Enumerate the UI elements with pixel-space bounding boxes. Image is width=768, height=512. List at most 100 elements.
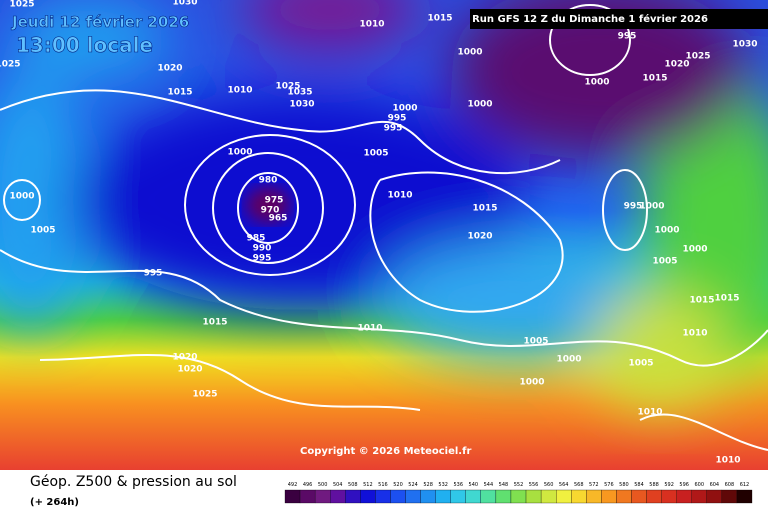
isobar-label: 1020 — [157, 64, 182, 74]
colorbar-label: 516 — [378, 482, 388, 488]
isobar-label: 1000 — [556, 355, 581, 365]
colorbar-swatch — [510, 489, 527, 504]
colorbar-swatch — [284, 489, 301, 504]
isobar-label: 1000 — [457, 48, 482, 58]
colorbar-swatch — [601, 489, 617, 504]
colorbar-swatch — [314, 489, 331, 504]
isobar-label: 990 — [253, 244, 272, 254]
isobar-label: 995 — [624, 202, 643, 212]
colorbar-swatch — [736, 489, 753, 504]
colorbar-swatch — [390, 489, 406, 504]
isobar-label: 1005 — [30, 226, 55, 236]
isobar-label: 1000 — [682, 245, 707, 255]
footer-title: Géop. Z500 & pression au sol — [30, 474, 237, 490]
colorbar-swatch — [495, 489, 512, 504]
colorbar-swatch — [540, 489, 557, 504]
colorbar-swatch — [631, 489, 647, 504]
isobar-label: 1025 — [685, 52, 710, 62]
isobar-label: 985 — [247, 234, 266, 244]
colorbar-swatch — [706, 489, 723, 504]
isobar-label: 1015 — [689, 296, 714, 306]
isobar-labels: 1025 1025 1030 1020 1015 1010 1025 1035 1030 1010… — [0, 0, 758, 466]
colorbar-label: 600 — [695, 482, 705, 488]
colorbar-label: 520 — [393, 482, 403, 488]
isobar-label: 1020 — [172, 353, 197, 363]
isobar-label: 995 — [388, 114, 407, 124]
colorbar-swatch — [435, 489, 451, 504]
isobar-label: 1020 — [664, 60, 689, 70]
isobar-label: 1010 — [637, 408, 662, 418]
colorbar-swatch — [405, 489, 421, 504]
colorbar-swatch — [375, 489, 391, 504]
isobar-label: 970 — [261, 206, 280, 216]
colorbar-label: 548 — [499, 482, 509, 488]
isobar-label: 1005 — [363, 149, 388, 159]
isobar-label: 1030 — [289, 100, 314, 110]
isobar-label: 1000 — [654, 226, 679, 236]
isobar-label: 1015 — [714, 294, 739, 304]
isobar-label: 1035 — [287, 88, 312, 98]
isobar-label: 1025 — [0, 60, 21, 70]
colorbar-label: 568 — [574, 482, 584, 488]
colorbar-swatch — [345, 489, 361, 504]
colorbar-label: 536 — [453, 482, 463, 488]
colorbar-swatch — [525, 489, 542, 504]
colorbar-label: 544 — [484, 482, 494, 488]
isobar-label: 975 — [265, 196, 284, 206]
isobar-label: 995 — [384, 124, 403, 134]
isobar-label: 1025 — [192, 390, 217, 400]
colorbar-swatch — [556, 489, 572, 504]
isobar-label: 1020 — [467, 232, 492, 242]
colorbar-label: 496 — [303, 482, 313, 488]
colorbar-label: 492 — [288, 482, 298, 488]
colorbar-swatch — [465, 489, 481, 504]
lead-time: (+ 264h) — [30, 497, 79, 508]
isobar-label: 1015 — [472, 204, 497, 214]
isobar-label: 1030 — [172, 0, 197, 8]
colorbar-label: 608 — [725, 482, 735, 488]
colorbar-label: 560 — [544, 482, 554, 488]
colorbar-swatch — [721, 489, 738, 504]
colorbar-label: 584 — [634, 482, 644, 488]
isobar-label: 995 — [253, 254, 272, 264]
colorbar-label: 524 — [408, 482, 418, 488]
colorbar-label: 532 — [438, 482, 448, 488]
run-label: Run GFS 12 Z du Dimanche 1 février 2026 — [472, 13, 708, 25]
isobars — [0, 4, 768, 451]
colorbar-label: 612 — [740, 482, 750, 488]
run-box — [470, 9, 768, 29]
isobar-label: 1005 — [523, 337, 548, 347]
colorbar-label: 552 — [514, 482, 524, 488]
colorbar-swatch — [691, 489, 707, 504]
colorbar-swatch — [330, 489, 346, 504]
colorbar-label: 508 — [348, 482, 358, 488]
colorbar-swatch — [676, 489, 692, 504]
colorbar-label: 512 — [363, 482, 373, 488]
isobar-label: 1000 — [227, 148, 252, 158]
colorbar-label: 500 — [318, 482, 328, 488]
colorbar-label: 596 — [679, 482, 689, 488]
colorbar-swatch — [480, 489, 497, 504]
isobar-label: 1000 — [519, 378, 544, 388]
colorbar-swatch — [360, 489, 376, 504]
colorbar-swatch — [646, 489, 662, 504]
colorbar-swatch — [586, 489, 602, 504]
isobar-label: 1010 — [387, 191, 412, 201]
colorbar-swatch — [299, 489, 316, 504]
isobar-label: 1010 — [682, 329, 707, 339]
isobar-label: 1010 — [715, 456, 740, 466]
colorbar-label: 572 — [589, 482, 599, 488]
time-label: 13:00 locale — [16, 33, 153, 57]
colorbar-label: 576 — [604, 482, 614, 488]
isobar-label: 1000 — [639, 202, 664, 212]
isobar-label: 995 — [618, 32, 637, 42]
isobar-label: 1000 — [9, 192, 34, 202]
date-label: Jeudi 12 février 2026 — [11, 13, 189, 31]
isobar-label: 1015 — [427, 14, 452, 24]
isobar-label: 1030 — [732, 40, 757, 50]
colorbar-label: 580 — [619, 482, 629, 488]
isobar-label: 1015 — [642, 74, 667, 84]
isobar-label: 1025 — [9, 0, 34, 10]
